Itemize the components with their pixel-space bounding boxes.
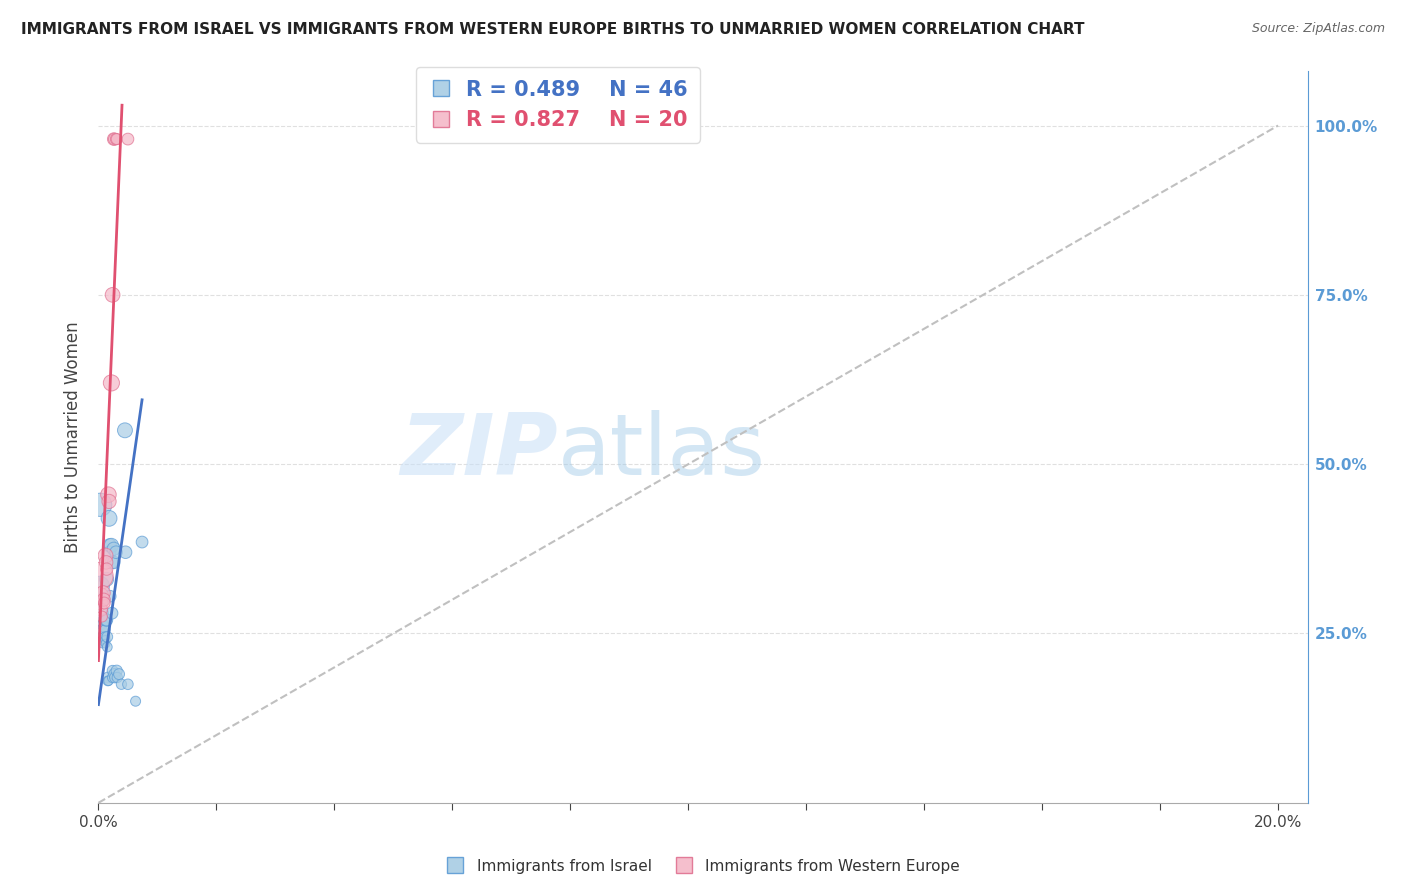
Point: [89, 569, 111, 583]
Point: [117, 677, 139, 691]
Point: [105, 132, 128, 146]
Point: [105, 671, 128, 685]
Point: [90, 603, 112, 617]
Point: [105, 664, 128, 678]
Point: [94, 613, 117, 627]
Point: [91, 630, 114, 644]
Point: [94, 623, 117, 637]
Point: [101, 288, 124, 302]
Point: [124, 694, 146, 708]
Text: ZIP: ZIP: [401, 410, 558, 493]
Point: [94, 555, 117, 569]
Point: [114, 545, 136, 559]
Point: [104, 671, 127, 685]
Point: [97, 488, 120, 502]
Point: [93, 613, 115, 627]
Point: [96, 613, 118, 627]
Point: [89, 579, 111, 593]
Point: [91, 633, 114, 648]
Y-axis label: Births to Unmarried Women: Births to Unmarried Women: [63, 321, 82, 553]
Point: [105, 132, 128, 146]
Point: [98, 589, 121, 603]
Text: atlas: atlas: [558, 410, 766, 493]
Point: [94, 630, 117, 644]
Text: IMMIGRANTS FROM ISRAEL VS IMMIGRANTS FROM WESTERN EUROPE BIRTHS TO UNMARRIED WOM: IMMIGRANTS FROM ISRAEL VS IMMIGRANTS FRO…: [21, 22, 1084, 37]
Point: [100, 555, 122, 569]
Point: [93, 620, 115, 634]
Point: [97, 673, 120, 688]
Point: [91, 592, 114, 607]
Point: [103, 555, 125, 569]
Point: [110, 677, 132, 691]
Point: [91, 623, 114, 637]
Point: [114, 423, 136, 437]
Point: [96, 562, 118, 576]
Point: [91, 586, 114, 600]
Point: [93, 596, 115, 610]
Point: [98, 538, 121, 552]
Point: [94, 637, 117, 651]
Point: [96, 630, 118, 644]
Point: [98, 545, 121, 559]
Point: [90, 596, 112, 610]
Point: [96, 640, 118, 654]
Point: [105, 545, 128, 559]
Point: [117, 132, 139, 146]
Legend: Immigrants from Israel, Immigrants from Western Europe: Immigrants from Israel, Immigrants from …: [440, 853, 966, 880]
Point: [100, 538, 122, 552]
Point: [103, 541, 125, 556]
Point: [97, 673, 120, 688]
Text: Source: ZipAtlas.com: Source: ZipAtlas.com: [1251, 22, 1385, 36]
Point: [101, 664, 124, 678]
Point: [90, 616, 112, 631]
Point: [131, 535, 153, 549]
Point: [89, 589, 111, 603]
Point: [98, 511, 121, 525]
Point: [97, 671, 120, 685]
Point: [98, 494, 121, 508]
Point: [103, 132, 125, 146]
Point: [96, 572, 118, 586]
Point: [103, 132, 125, 146]
Point: [94, 549, 117, 563]
Point: [103, 667, 125, 681]
Point: [91, 637, 114, 651]
Point: [93, 592, 115, 607]
Point: [89, 498, 111, 512]
Point: [94, 633, 117, 648]
Point: [101, 606, 124, 620]
Point: [101, 671, 124, 685]
Point: [100, 376, 122, 390]
Point: [90, 606, 112, 620]
Point: [91, 609, 114, 624]
Legend: R = 0.489    N = 46, R = 0.827    N = 20: R = 0.489 N = 46, R = 0.827 N = 20: [416, 67, 700, 143]
Point: [108, 667, 131, 681]
